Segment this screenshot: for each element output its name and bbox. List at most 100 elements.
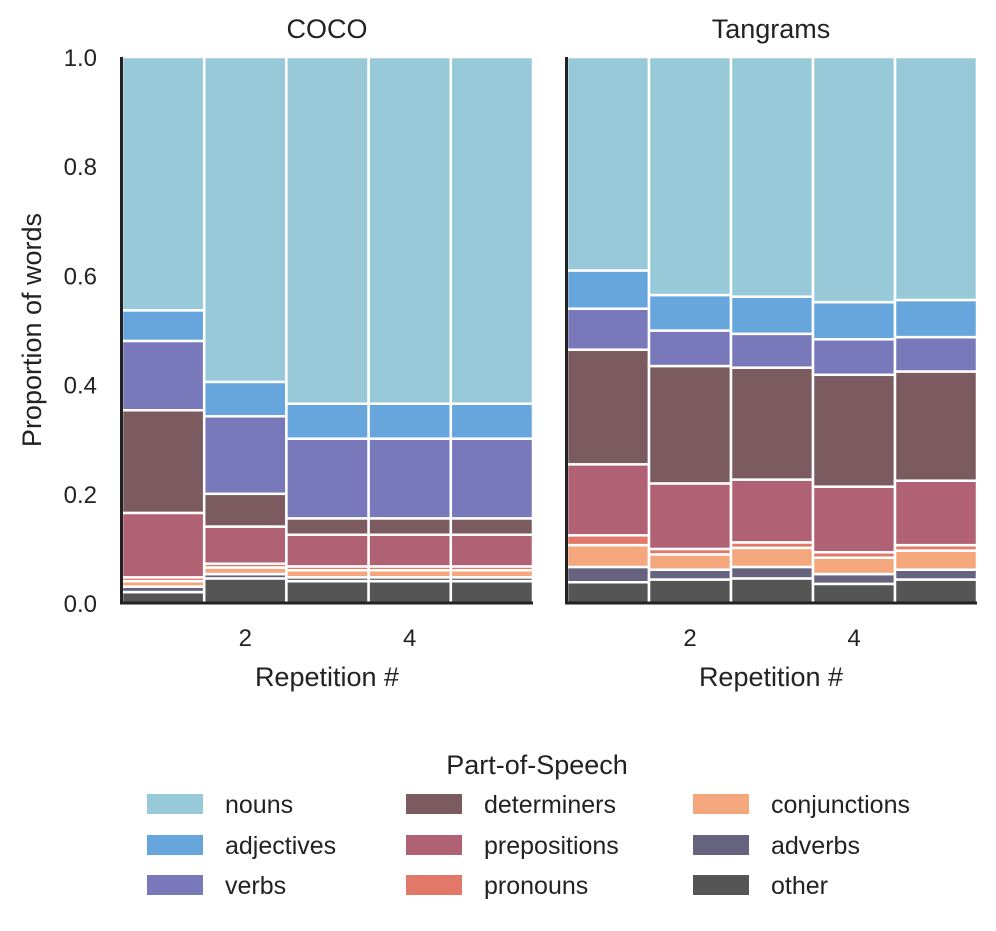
bar-adjectives-rep-2 (202, 380, 288, 418)
x-axis-label-tangrams: Repetition # (699, 662, 843, 692)
bar-prepositions-rep-5 (449, 533, 535, 568)
legend-swatch-determiners (406, 794, 462, 814)
bar-adverbs-rep-2 (647, 568, 733, 581)
legend-swatch-prepositions (406, 835, 462, 855)
x-tick-label: 2 (683, 625, 696, 652)
legend-swatch-conjunctions (693, 794, 749, 814)
x-axis-label-coco: Repetition # (255, 662, 399, 692)
bar-adverbs-rep-4 (811, 572, 897, 586)
bar-adjectives-rep-1 (565, 269, 651, 310)
bar-determiners-rep-2 (202, 492, 288, 528)
bar-conjunctions-rep-2 (647, 553, 733, 571)
bar-nouns-rep-5 (449, 55, 535, 405)
legend-swatch-adjectives (147, 835, 203, 855)
bar-nouns-rep-4 (367, 55, 453, 405)
y-axis-label: Proportion of words (17, 213, 47, 447)
legend-label-prepositions: prepositions (484, 832, 619, 860)
bar-determiners-rep-3 (729, 366, 815, 481)
legend-label-other: other (771, 872, 828, 900)
bar-other-rep-3 (729, 577, 815, 605)
bar-nouns-rep-2 (647, 55, 733, 297)
legend-swatch-adverbs (693, 835, 749, 855)
bar-determiners-rep-1 (565, 348, 651, 466)
bar-prepositions-rep-2 (647, 482, 733, 551)
legend-label-adjectives: adjectives (225, 832, 336, 860)
legend-swatch-nouns (147, 794, 203, 814)
bar-conjunctions-rep-1 (565, 543, 651, 569)
bar-conjunctions-rep-3 (729, 546, 815, 569)
bar-nouns-rep-5 (893, 55, 979, 302)
bar-nouns-rep-1 (120, 55, 206, 312)
bars-coco (120, 55, 535, 605)
bar-verbs-rep-2 (202, 415, 288, 496)
panel-title-coco: COCO (287, 14, 368, 44)
bar-adjectives-rep-2 (647, 293, 733, 332)
bar-nouns-rep-3 (285, 55, 370, 405)
legend-items: nouns adjectives verbs determiners prepositi… (147, 791, 910, 900)
x-tick-label: 4 (403, 625, 416, 652)
bar-verbs-rep-4 (367, 437, 453, 520)
bar-prepositions-rep-1 (565, 463, 651, 537)
bar-other-rep-5 (893, 578, 979, 605)
y-tick-label: 0.0 (64, 591, 97, 618)
bar-verbs-rep-1 (120, 339, 206, 412)
bar-pronouns-rep-1 (565, 534, 651, 547)
bar-other-rep-3 (285, 579, 370, 605)
bar-verbs-rep-3 (285, 437, 370, 520)
bar-adverbs-rep-1 (565, 565, 651, 584)
legend-label-verbs: verbs (225, 872, 286, 900)
y-tick-label: 0.8 (64, 154, 97, 181)
bar-adjectives-rep-3 (285, 402, 370, 440)
bar-nouns-rep-4 (811, 55, 897, 304)
legend-label-nouns: nouns (225, 791, 293, 819)
bar-prepositions-rep-4 (811, 485, 897, 554)
bar-adverbs-rep-5 (893, 568, 979, 581)
y-tick-label: 0.6 (64, 263, 97, 290)
bar-adjectives-rep-5 (449, 402, 535, 440)
y-tick-label: 0.2 (64, 482, 97, 509)
bar-prepositions-rep-1 (120, 511, 206, 579)
legend: Part-of-Speech nouns adjectives verbs deter… (147, 750, 910, 900)
panel-title-tangrams: Tangrams (712, 14, 831, 44)
bar-prepositions-rep-5 (893, 479, 979, 547)
bar-other-rep-4 (811, 582, 897, 605)
bar-verbs-rep-2 (647, 329, 733, 368)
bar-nouns-rep-1 (565, 55, 651, 272)
bar-verbs-rep-3 (729, 332, 815, 369)
bar-determiners-rep-5 (449, 517, 535, 536)
bar-determiners-rep-4 (811, 373, 897, 488)
bar-adjectives-rep-1 (120, 309, 206, 343)
bar-nouns-rep-2 (202, 55, 288, 384)
bar-adjectives-rep-4 (367, 402, 453, 440)
bar-determiners-rep-5 (893, 370, 979, 482)
bar-conjunctions-rep-4 (811, 556, 897, 576)
bar-other-rep-5 (449, 579, 535, 605)
y-tick-label: 1.0 (64, 45, 97, 72)
bar-adjectives-rep-3 (729, 295, 815, 336)
legend-title: Part-of-Speech (446, 750, 628, 780)
bar-verbs-rep-5 (449, 437, 535, 520)
y-tick-label: 0.4 (64, 373, 97, 400)
x-tick-label: 4 (847, 625, 860, 652)
legend-label-pronouns: pronouns (484, 872, 588, 900)
legend-swatch-other (693, 875, 749, 895)
bars-tangrams (565, 55, 979, 605)
bar-verbs-rep-4 (811, 338, 897, 377)
bar-determiners-rep-4 (367, 517, 453, 536)
legend-label-determiners: determiners (484, 791, 616, 819)
bar-conjunctions-rep-5 (893, 549, 979, 571)
bar-prepositions-rep-3 (285, 533, 370, 568)
bar-determiners-rep-1 (120, 409, 206, 515)
bar-determiners-rep-3 (285, 517, 370, 536)
bar-other-rep-4 (367, 579, 453, 605)
bar-adverbs-rep-3 (729, 565, 815, 580)
legend-swatch-pronouns (406, 875, 462, 895)
bar-verbs-rep-5 (893, 335, 979, 373)
bar-verbs-rep-1 (565, 307, 651, 351)
legend-label-adverbs: adverbs (771, 832, 860, 860)
